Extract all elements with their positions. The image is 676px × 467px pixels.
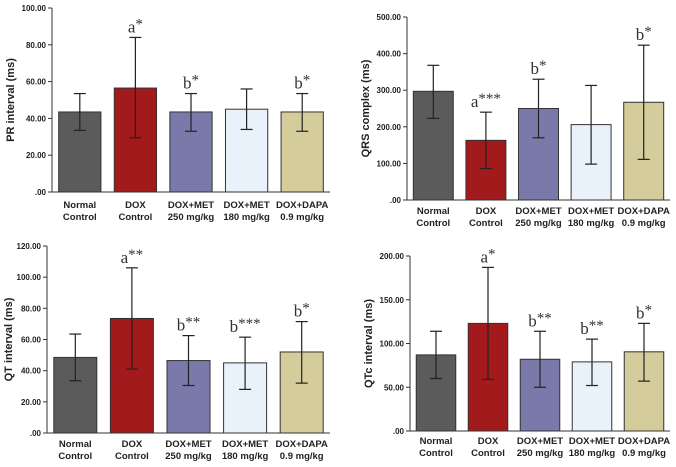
y-tick-label: .00 <box>390 196 402 205</box>
x-category-label: Control <box>63 212 97 223</box>
x-category-label: Control <box>115 451 149 462</box>
significance-label: b* <box>636 24 652 44</box>
x-category-label: 250 mg/kg <box>515 218 562 229</box>
x-category-label: DOX+DAPA <box>276 439 328 450</box>
x-category-label: 250 mg/kg <box>165 451 212 462</box>
x-category-label: DOX+MET <box>515 206 561 217</box>
y-tick-label: 80.00 <box>21 304 42 313</box>
significance-label: b* <box>531 58 547 78</box>
x-category-label: 180 mg/kg <box>569 448 616 459</box>
y-tick-label: 60.00 <box>26 78 47 87</box>
x-category-label: Control <box>119 212 153 223</box>
x-category-label: 180 mg/kg <box>223 212 270 223</box>
y-tick-label: 100.00 <box>22 4 47 13</box>
y-tick-label: 60.00 <box>21 336 42 345</box>
significance-label: a* <box>128 16 143 36</box>
x-category-label: DOX+DAPA <box>618 206 670 217</box>
x-category-label: DOX+MET <box>165 439 211 450</box>
x-category-label: DOX <box>476 206 497 217</box>
x-category-label: DOX+MET <box>568 206 614 217</box>
x-category-label: Control <box>58 451 92 462</box>
x-category-label: 180 mg/kg <box>222 451 269 462</box>
x-category-label: DOX <box>125 200 146 211</box>
y-axis-label: PR interval (ms) <box>5 58 17 142</box>
y-tick-label: 200.00 <box>377 123 402 132</box>
significance-label: b* <box>294 301 310 321</box>
y-tick-label: 100.00 <box>17 273 42 282</box>
chart-panel-1: .00 20.00 40.00 60.00 80.00 100.00 PR interval… <box>5 4 330 223</box>
significance-label: a* <box>480 246 495 266</box>
bar <box>280 111 324 193</box>
y-tick-label: 50.00 <box>384 383 405 392</box>
x-category-label: 0.9 mg/kg <box>622 218 666 229</box>
x-category-label: DOX <box>478 436 499 447</box>
x-category-label: 250 mg/kg <box>517 448 564 459</box>
x-category-label: Control <box>469 218 503 229</box>
x-category-label: DOX+DAPA <box>276 200 328 211</box>
y-axis-label: QTc interval (ms) <box>363 299 375 388</box>
x-category-label: DOX+MET <box>168 200 214 211</box>
y-tick-label: .00 <box>30 429 42 438</box>
y-axis-label: QT interval (ms) <box>3 297 15 381</box>
y-axis-label: QRS complex (ms) <box>360 59 372 157</box>
x-category-label: DOX+MET <box>224 200 270 211</box>
y-tick-label: 500.00 <box>377 13 402 22</box>
chart-panel-2: .00 100.00 200.00 300.00 400.00 500.00 QRS com… <box>360 13 670 229</box>
significance-label: b** <box>580 318 604 338</box>
significance-label: b* <box>294 73 310 93</box>
y-tick-label: 300.00 <box>377 86 402 95</box>
x-category-label: Control <box>416 218 450 229</box>
significance-label: b** <box>528 310 552 330</box>
x-category-label: DOX+MET <box>222 439 268 450</box>
y-tick-label: .00 <box>393 427 405 436</box>
x-category-label: Normal <box>63 200 96 211</box>
y-tick-label: 40.00 <box>26 114 47 123</box>
significance-label: b* <box>183 73 199 93</box>
y-tick-label: 120.00 <box>17 242 42 251</box>
y-tick-label: 40.00 <box>21 367 42 376</box>
y-tick-label: .00 <box>35 188 47 197</box>
significance-label: a*** <box>471 91 501 111</box>
y-tick-label: 100.00 <box>377 159 402 168</box>
x-category-label: 250 mg/kg <box>168 212 215 223</box>
x-category-label: 0.9 mg/kg <box>280 212 324 223</box>
y-tick-label: 400.00 <box>377 50 402 59</box>
x-category-label: Control <box>471 448 505 459</box>
x-category-label: Normal <box>417 206 450 217</box>
x-category-label: Normal <box>420 436 453 447</box>
chart-panel-3: .00 20.00 40.00 60.00 80.00 100.00 120.00 QT in… <box>3 242 330 462</box>
x-category-label: 0.9 mg/kg <box>622 448 666 459</box>
chart-panel-4: .00 50.00 100.00 150.00 200.00 QTc interval (… <box>363 246 670 459</box>
significance-label: a** <box>121 247 144 267</box>
x-category-label: DOX+MET <box>517 436 563 447</box>
x-category-label: DOX <box>122 439 143 450</box>
y-tick-label: 80.00 <box>26 41 47 50</box>
x-category-label: DOX+DAPA <box>618 436 670 447</box>
significance-label: b*** <box>230 316 261 336</box>
y-tick-label: 100.00 <box>380 340 405 349</box>
x-category-label: Control <box>419 448 453 459</box>
x-category-label: Normal <box>59 439 92 450</box>
significance-label: b** <box>177 315 201 335</box>
x-category-label: DOX+MET <box>569 436 615 447</box>
y-tick-label: 200.00 <box>380 252 405 261</box>
y-tick-label: 20.00 <box>21 398 42 407</box>
significance-label: b* <box>636 302 652 322</box>
x-category-label: 180 mg/kg <box>568 218 615 229</box>
x-category-label: 0.9 mg/kg <box>280 451 324 462</box>
y-tick-label: 150.00 <box>380 296 405 305</box>
y-tick-label: 20.00 <box>26 151 47 160</box>
